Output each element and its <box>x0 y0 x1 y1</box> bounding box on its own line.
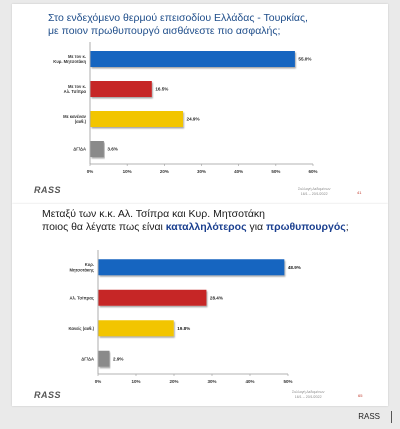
bar <box>90 141 104 157</box>
category-label-line: Κανείς (αυθ.) <box>68 326 94 331</box>
category-label: Αλ. Τσίπρας <box>69 295 94 300</box>
bar <box>90 81 152 97</box>
slide-safety-question: Στο ενδεχόμενο θερμού επεισοδίου Ελλάδας… <box>12 4 388 204</box>
rass-logo: RASS <box>34 390 62 400</box>
bar <box>98 259 285 276</box>
bar-value-label: 24.9% <box>187 117 200 122</box>
x-tick-label: 40% <box>234 169 243 174</box>
bar-value-label: 19.8% <box>177 326 190 331</box>
page-number: 41 <box>357 190 362 195</box>
x-tick-label: 30% <box>197 169 206 174</box>
bar-value-label: 48.9% <box>288 265 301 270</box>
slide-pm-question: Μεταξύ των κ.κ. Αλ. Τσίπρα και Κυρ. Μητσ… <box>12 204 388 406</box>
rass-logo: RASS <box>34 185 62 195</box>
category-label-line: Με κανέναν <box>63 114 87 119</box>
x-tick-label: 20% <box>160 169 169 174</box>
category-label: Κανείς (αυθ.) <box>68 326 94 331</box>
title-line-1: Μεταξύ των κ.κ. Αλ. Τσίπρα και Κυρ. Μητσ… <box>42 208 265 220</box>
bar <box>98 350 110 367</box>
x-tick-label: 30% <box>207 379 216 384</box>
footnote-line-2: 16/1 – 20/1/2022 <box>294 395 322 399</box>
footnote-line-2: 16/1 – 20/1/2022 <box>300 192 328 196</box>
x-tick-label: 0% <box>95 379 102 384</box>
category-label: Με κανέναν (αυθ.) <box>63 114 87 124</box>
x-tick-label: 0% <box>87 169 94 174</box>
category-label: Με τον κ. Κυρ. Μητσοτάκη <box>53 54 86 64</box>
footnote-line-1: Συλλογή Δεδομένων <box>298 187 331 191</box>
title-text: ποιος θα λέγατε πως είναι <box>42 221 166 233</box>
category-label-line: Αλ. Τσίπρας <box>69 295 94 300</box>
category-label-line: Κυρ. Μητσοτάκη <box>53 59 86 64</box>
x-tick-label: 10% <box>123 169 132 174</box>
bar-value-label: 16.5% <box>155 87 168 92</box>
category-label: Κυρ. Μητσοτάκης <box>69 262 94 272</box>
bar-value-label: 3.6% <box>107 147 117 152</box>
footnote: Συλλογή Δεδομένων 16/1 – 20/1/2022 <box>292 390 324 400</box>
title-text: για <box>246 221 267 233</box>
category-label: Με τον κ. Αλ. Τσίπρα <box>64 84 87 94</box>
chart-title: Μεταξύ των κ.κ. Αλ. Τσίπρα και Κυρ. Μητσ… <box>42 208 368 234</box>
watermark: RASS <box>358 412 380 421</box>
x-tick-label: 60% <box>308 169 317 174</box>
page-number: 65 <box>358 393 363 398</box>
title-line-2: ποιος θα λέγατε πως είναι καταλληλότερος… <box>42 221 368 234</box>
x-tick-label: 50% <box>283 379 292 384</box>
title-emphasis: πρωθυπουργός <box>266 221 346 233</box>
bar-chart-pm: 0% 10% 20% 30% 40% 50% 48.9% Κυρ. Μητσοτάκης 28.4… <box>68 250 301 384</box>
title-emphasis: καταλληλότερος <box>165 221 247 233</box>
watermark-divider <box>391 411 392 423</box>
category-label-line: Αλ. Τσίπρα <box>64 89 87 94</box>
bar <box>98 320 174 337</box>
category-label-line: ΔΓ/ΔΑ <box>73 147 86 152</box>
category-label-line: Με τον κ. <box>68 84 86 89</box>
bar <box>90 111 184 127</box>
x-tick-label: 20% <box>169 379 178 384</box>
chart-title: Στο ενδεχόμενο θερμού επεισοδίου Ελλάδας… <box>48 12 368 38</box>
category-label-line: ΔΓ/ΔΑ <box>81 356 94 361</box>
category-label: ΔΓ/ΔΑ <box>81 356 94 361</box>
bar <box>98 289 207 306</box>
x-tick-label: 40% <box>245 379 254 384</box>
x-tick-label: 10% <box>131 379 140 384</box>
category-label-line: (αυθ.) <box>75 119 87 124</box>
category-label: ΔΓ/ΔΑ <box>73 147 86 152</box>
bar <box>90 51 295 67</box>
x-tick-label: 50% <box>271 169 280 174</box>
bar-value-label: 2.9% <box>113 356 123 361</box>
bar-value-label: 55.0% <box>298 57 311 62</box>
footnote-line-1: Συλλογή Δεδομένων <box>292 390 325 394</box>
category-label-line: Με τον κ. <box>68 54 86 59</box>
bar-chart-safety: 0% 10% 20% 30% 40% 50% 60%55.0%Με τον κ. Κυρ. Μ… <box>53 42 318 174</box>
footnote: Συλλογή Δεδομένων 16/1 – 20/1/2022 <box>298 187 330 197</box>
title-line-2: με ποιον πρωθυπουργό αισθάνεστε πιο ασφα… <box>48 25 281 37</box>
title-line-1: Στο ενδεχόμενο θερμού επεισοδίου Ελλάδας… <box>48 12 308 24</box>
title-text: ; <box>345 221 349 233</box>
bar-value-label: 28.4% <box>210 295 223 300</box>
category-label-line: Μητσοτάκης <box>69 267 94 272</box>
category-label-line: Κυρ. <box>85 262 94 267</box>
